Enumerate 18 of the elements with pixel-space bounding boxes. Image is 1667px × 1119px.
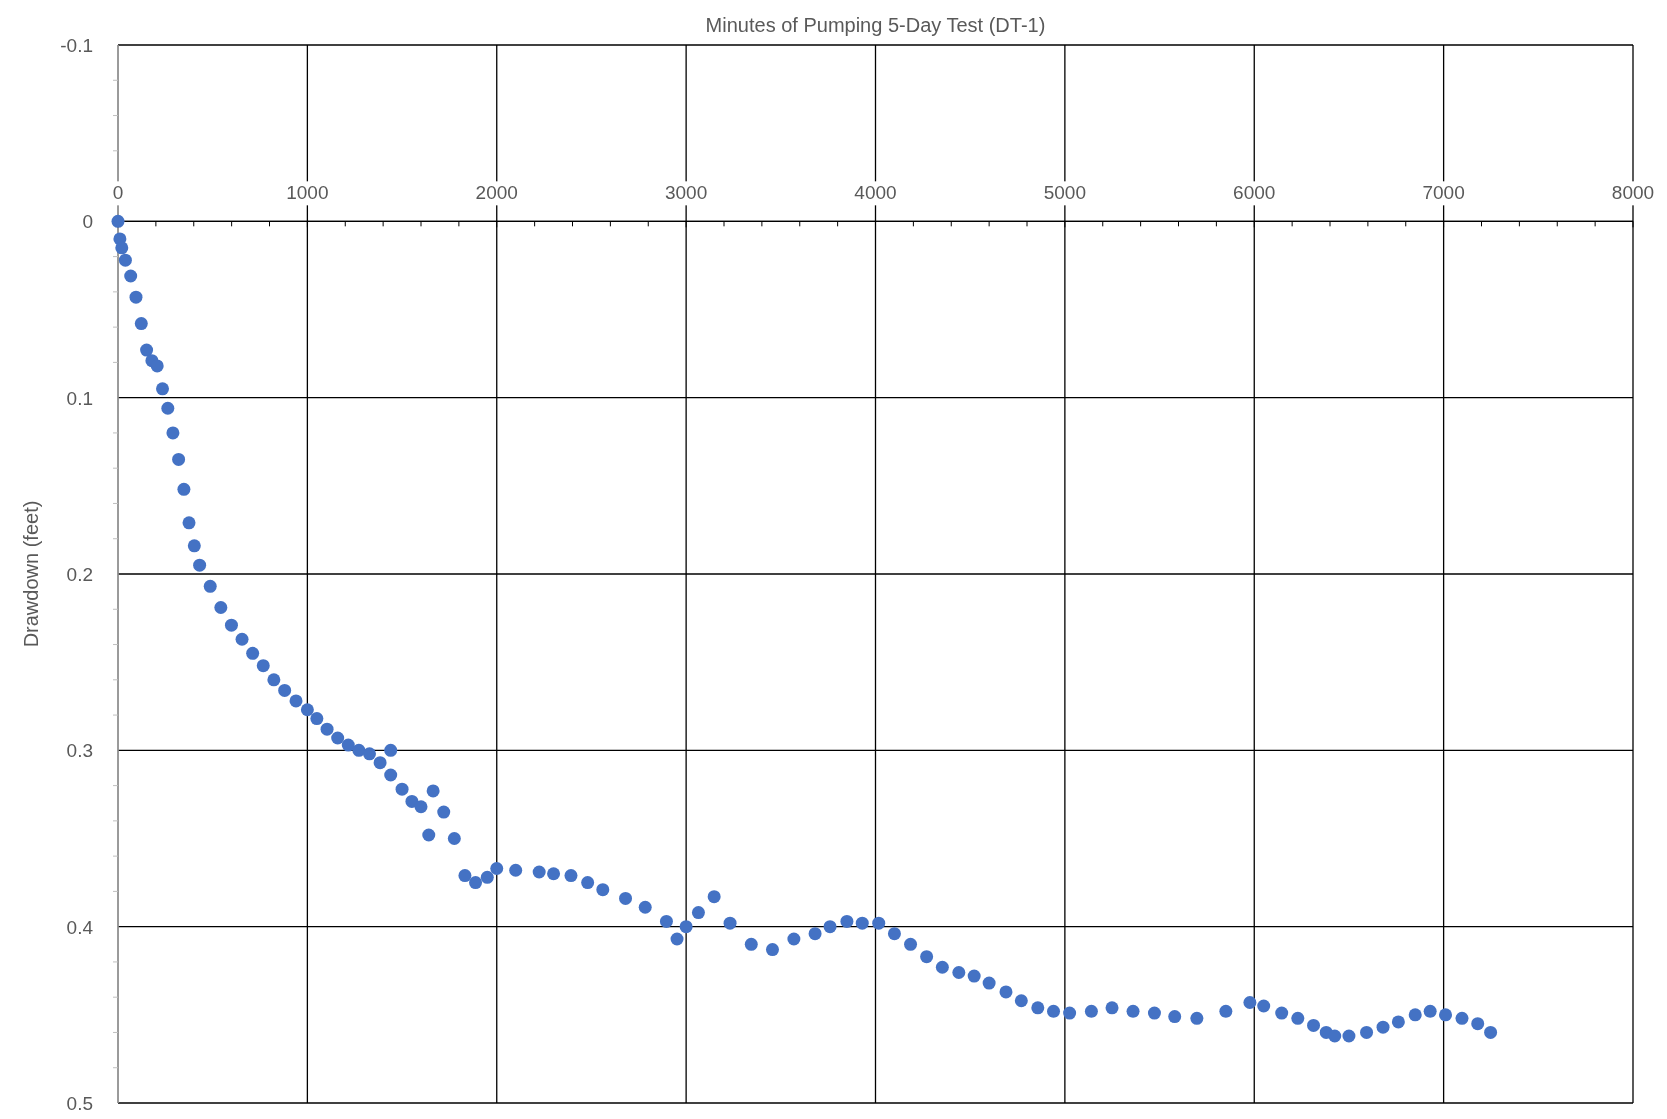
x-tick-label: 4000: [854, 182, 897, 204]
x-tick-label: 8000: [1611, 182, 1655, 204]
x-tick-label: 1000: [286, 182, 329, 204]
x-tick-label: 3000: [664, 182, 708, 204]
x-axis-title: Minutes of Pumping 5-Day Test (DT-1): [705, 14, 1046, 36]
x-tick-label: 0: [112, 182, 124, 204]
x-tick-label: 7000: [1422, 182, 1465, 204]
x-tick-label: 6000: [1233, 182, 1276, 204]
y-tick-label: 0.4: [66, 916, 94, 938]
y-tick-label: -0.1: [60, 35, 93, 56]
x-tick-label: 5000: [1043, 182, 1087, 204]
y-tick-label: 0.2: [66, 564, 93, 585]
x-tick-label: 2000: [475, 182, 518, 204]
y-axis-title: Drawdown (feet): [20, 500, 42, 648]
y-tick-label: 0.1: [66, 387, 93, 409]
y-tick-label: 0.3: [66, 740, 93, 762]
y-tick-label: 0: [82, 211, 93, 233]
y-tick-label: 0.5: [66, 1093, 93, 1114]
